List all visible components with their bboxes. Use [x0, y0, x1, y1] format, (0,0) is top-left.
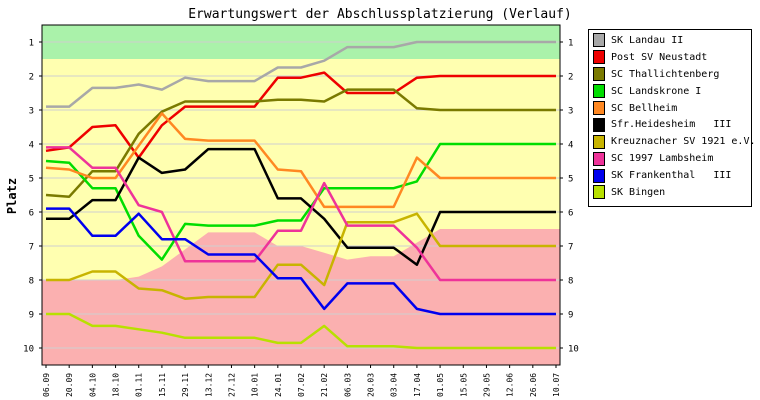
legend-label: SC 1997 Lambsheim: [611, 153, 714, 165]
x-tick-label: 26.06: [529, 373, 538, 397]
x-tick-label: 07.02: [297, 373, 306, 397]
legend-label: SK Frankenthal III: [611, 170, 732, 182]
legend-label: SC Thallichtenberg: [611, 68, 720, 80]
x-tick-label: 29.05: [482, 373, 491, 397]
legend-item: Sfr.Heidesheim III: [593, 116, 747, 133]
legend-item: SC Thallichtenberg: [593, 66, 747, 83]
series-line: [46, 312, 556, 350]
legend-swatch: [593, 50, 605, 65]
y-tick-labels-right: 1 2 3 4 5 6 7 8 9 10: [560, 39, 579, 355]
legend-label: SC Bellheim: [611, 102, 678, 114]
y-tick-label: 5: [29, 175, 34, 185]
y-tick-label: 10: [23, 345, 34, 355]
legend-item: SC Landskrone I: [593, 83, 747, 100]
x-tick-label: 13.12: [204, 373, 213, 397]
y-tick-label: 7: [568, 243, 573, 253]
x-tick-label: 04.10: [88, 373, 97, 397]
series-line: [46, 212, 556, 300]
y-tick-label: 8: [568, 277, 573, 287]
series-line: [46, 40, 556, 108]
y-tick-label: 5: [568, 175, 573, 185]
y-tick-label: 4: [29, 141, 34, 151]
legend-swatch: [593, 185, 605, 200]
y-tick-label: 3: [29, 107, 34, 117]
series-line: [46, 147, 556, 266]
x-tick-labels: 06.09 20.09 04.10 18.10 01.11 15.11 29.11 13.12…: [42, 365, 561, 397]
legend-label: Post SV Neustadt: [611, 51, 708, 63]
y-tick-label: 6: [568, 209, 573, 219]
legend-label: Kreuznacher SV 1921 e.V.: [611, 136, 756, 148]
legend-swatch: [593, 168, 605, 183]
legend-label: Sfr.Heidesheim III: [611, 119, 732, 131]
series-lines: [45, 40, 556, 350]
x-tick-label: 29.11: [181, 373, 190, 397]
x-tick-label: 24.01: [274, 373, 283, 397]
legend-label: SK Landau II: [611, 34, 684, 46]
legend-label: SC Landskrone I: [611, 85, 702, 97]
legend-item: SK Frankenthal III: [593, 167, 747, 184]
x-tick-label: 06.09: [42, 373, 51, 397]
legend-item: SK Bingen: [593, 184, 747, 201]
x-tick-label: 27.12: [227, 373, 236, 397]
y-tick-label: 1: [568, 39, 573, 49]
y-tick-label: 2: [29, 73, 34, 83]
y-tick-label: 6: [29, 209, 34, 219]
y-axis-label: Platz: [5, 178, 19, 214]
series-line: [46, 207, 556, 316]
series-line: [45, 112, 556, 209]
x-tick-label: 06.03: [343, 373, 352, 397]
x-tick-label: 15.05: [459, 373, 468, 397]
legend-swatch: [593, 134, 605, 149]
legend-label: SK Bingen: [611, 186, 666, 198]
x-tick-label: 01.05: [436, 373, 445, 397]
x-tick-label: 17.04: [413, 373, 422, 397]
y-tick-label: 9: [568, 311, 573, 321]
legend-swatch: [593, 33, 605, 48]
x-tick-label: 20.03: [367, 373, 376, 397]
legend-swatch: [593, 117, 605, 132]
chart-title: Erwartungswert der Abschlussplatzierung …: [188, 7, 572, 22]
legend-item: Kreuznacher SV 1921 e.V.: [593, 133, 756, 150]
legend-swatch: [593, 84, 605, 99]
background-bands: [42, 25, 560, 365]
x-tick-label: 10.01: [251, 373, 260, 397]
x-tick-label: 01.11: [135, 373, 144, 397]
y-tick-label: 4: [568, 141, 573, 151]
legend-item: SK Landau II: [593, 32, 747, 49]
x-tick-label: 18.10: [112, 373, 121, 397]
y-tick-label: 3: [568, 107, 573, 117]
band-bottom: [42, 229, 560, 365]
x-tick-label: 10.07: [552, 373, 561, 397]
legend: SK Landau II Post SV Neustadt SC Thallicht…: [588, 29, 756, 207]
legend-swatch: [593, 101, 605, 115]
y-tick-labels-left: 1 2 3 4 5 6 7 8 9 10: [23, 39, 42, 355]
y-tick-label: 2: [568, 73, 573, 83]
series-line: [45, 88, 556, 198]
y-tick-label: 7: [29, 243, 34, 253]
y-tick-label: 1: [29, 39, 34, 49]
legend-swatch: [593, 151, 605, 166]
y-tick-label: 10: [568, 345, 579, 355]
legend-item: SC Bellheim: [593, 100, 747, 117]
x-tick-label: 03.04: [390, 373, 399, 397]
x-tick-label: 21.02: [320, 373, 329, 397]
y-tick-label: 8: [29, 277, 34, 287]
x-tick-label: 20.09: [65, 373, 74, 397]
x-tick-label: 12.06: [506, 373, 515, 397]
legend-item: Post SV Neustadt: [593, 49, 747, 66]
x-tick-label: 15.11: [158, 373, 167, 397]
legend-swatch: [593, 67, 605, 82]
series-line: [46, 146, 556, 282]
y-tick-label: 9: [29, 311, 34, 321]
legend-item: SC 1997 Lambsheim: [593, 150, 747, 167]
